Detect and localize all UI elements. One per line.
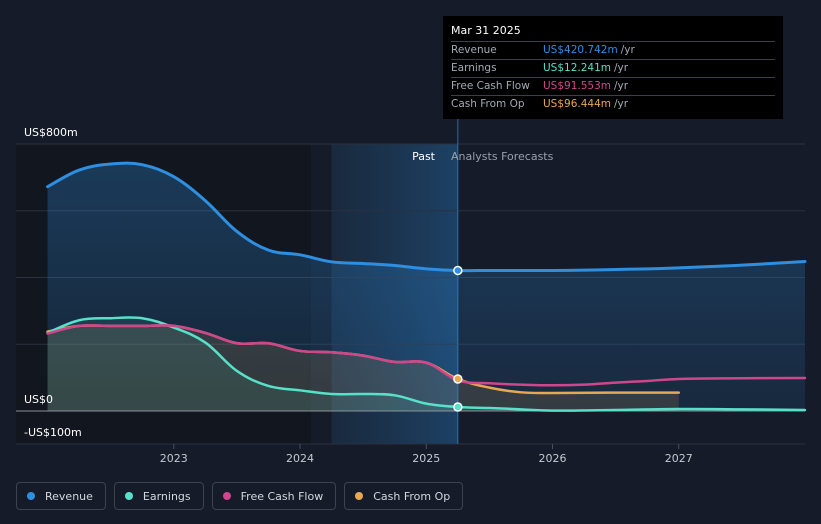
x-tick-label: 2023 bbox=[160, 452, 188, 465]
tooltip-value: US$420.742m bbox=[543, 44, 618, 56]
tooltip-label: Cash From Op bbox=[451, 98, 525, 110]
tooltip-row-revenue: Revenue US$420.742m /yr bbox=[451, 42, 775, 60]
tooltip-label: Earnings bbox=[451, 62, 497, 74]
legend-label: Cash From Op bbox=[373, 489, 451, 503]
x-tick-label: 2025 bbox=[412, 452, 440, 465]
legend-item-revenue[interactable]: Revenue bbox=[16, 482, 106, 510]
earnings-line bbox=[46, 316, 807, 412]
tooltip-value: US$91.553m bbox=[543, 80, 611, 92]
tooltip-unit: /yr bbox=[620, 44, 635, 56]
tooltip-value: US$12.241m bbox=[543, 62, 611, 74]
legend-label: Earnings bbox=[142, 489, 191, 503]
series-areas bbox=[47, 163, 806, 411]
legend: Revenue Earnings Free Cash Flow Cash Fro… bbox=[16, 482, 464, 510]
cash-from-op-area bbox=[47, 325, 679, 411]
x-axis-ticks: 2023 2024 2025 2026 2027 bbox=[160, 444, 693, 465]
legend-dot-icon bbox=[124, 492, 133, 500]
tooltip-label: Revenue bbox=[451, 44, 497, 56]
earnings-marker bbox=[453, 402, 463, 412]
revenue-line bbox=[46, 161, 807, 273]
y-label-top: US$800m bbox=[24, 126, 78, 139]
tooltip-row-cash-from-op: Cash From Op US$96.444m /yr bbox=[451, 96, 775, 113]
legend-item-free-cash-flow[interactable]: Free Cash Flow bbox=[211, 482, 337, 510]
y-label-zero: US$0 bbox=[24, 393, 53, 406]
past-label: Past bbox=[412, 150, 436, 163]
legend-dot-icon bbox=[355, 492, 364, 500]
revenue-marker bbox=[453, 265, 463, 276]
legend-label: Free Cash Flow bbox=[240, 489, 324, 503]
tooltip-unit: /yr bbox=[614, 80, 629, 92]
legend-dot-icon bbox=[222, 492, 231, 500]
free-cash-flow-line bbox=[46, 324, 807, 387]
highlight-markers bbox=[453, 265, 463, 412]
legend-label: Revenue bbox=[45, 489, 93, 503]
y-label-bottom: -US$100m bbox=[24, 426, 82, 439]
x-tick-label: 2026 bbox=[539, 452, 567, 465]
forecast-label: Analysts Forecasts bbox=[451, 150, 554, 163]
tooltip-date: Mar 31 2025 bbox=[451, 24, 775, 42]
tooltip-row-free-cash-flow: Free Cash Flow US$91.553m /yr bbox=[451, 78, 775, 96]
x-tick-label: 2027 bbox=[665, 452, 693, 465]
tooltip-unit: /yr bbox=[614, 62, 629, 74]
tooltip-row-earnings: Earnings US$12.241m /yr bbox=[451, 60, 775, 78]
x-tick-label: 2024 bbox=[286, 452, 314, 465]
legend-item-earnings[interactable]: Earnings bbox=[113, 482, 204, 510]
series-lines bbox=[46, 161, 807, 412]
legend-item-cash-from-op[interactable]: Cash From Op bbox=[344, 482, 464, 510]
tooltip-unit: /yr bbox=[614, 98, 629, 110]
revenue-area bbox=[47, 163, 806, 411]
tooltip: Mar 31 2025 Revenue US$420.742m /yr Earn… bbox=[443, 16, 783, 119]
legend-dot-icon bbox=[27, 492, 35, 500]
earnings-area bbox=[47, 317, 806, 411]
tooltip-label: Free Cash Flow bbox=[451, 80, 530, 92]
cash-from-op-marker bbox=[453, 374, 463, 384]
tooltip-value: US$96.444m bbox=[543, 98, 611, 110]
